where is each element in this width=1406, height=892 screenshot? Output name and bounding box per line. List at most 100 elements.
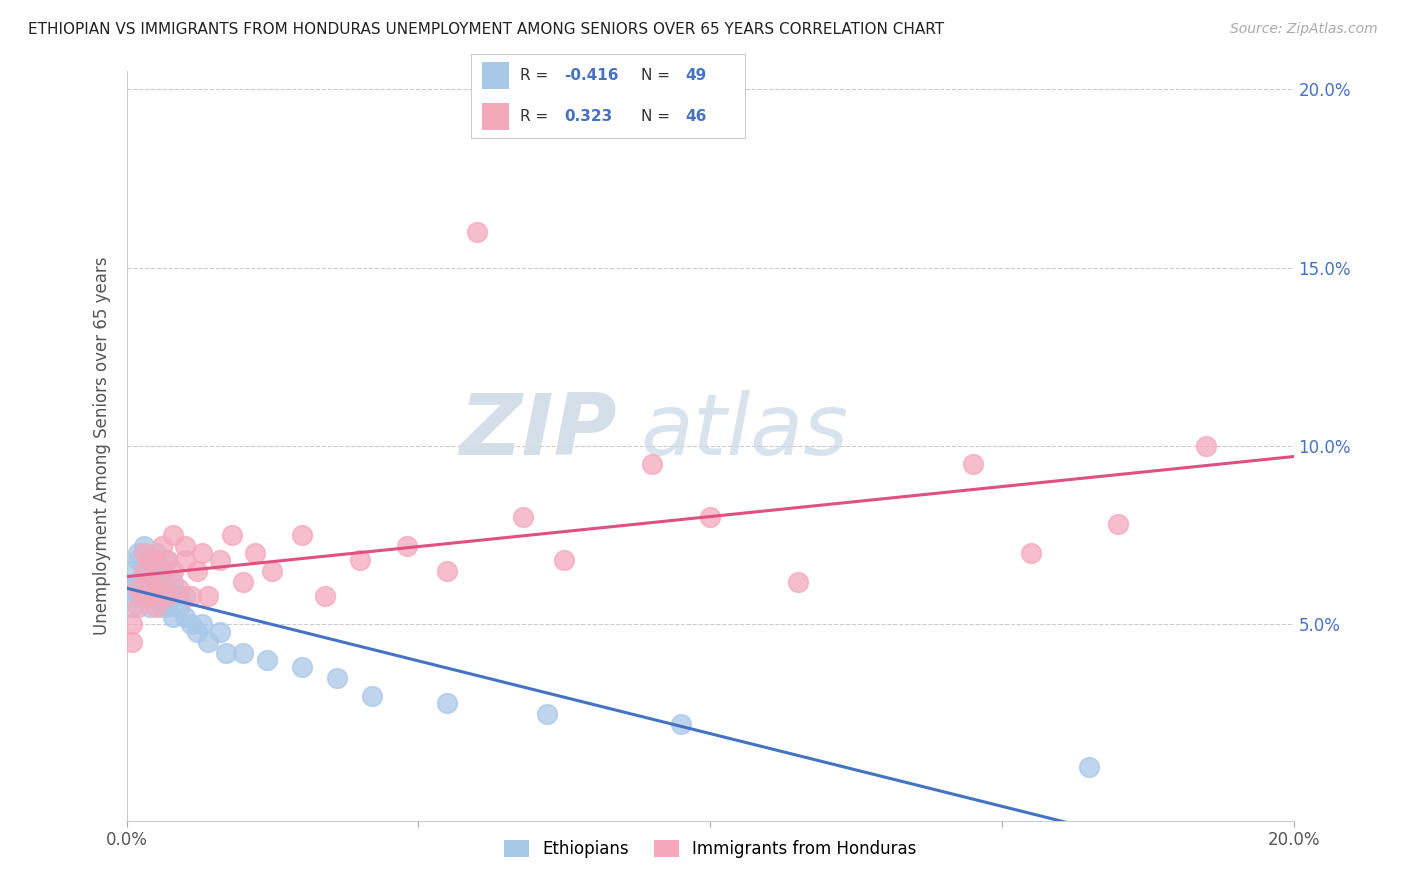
Point bbox=[162, 528, 184, 542]
Point bbox=[145, 564, 167, 578]
Point bbox=[191, 617, 214, 632]
Point bbox=[132, 589, 155, 603]
FancyBboxPatch shape bbox=[482, 103, 509, 130]
Point bbox=[145, 599, 167, 614]
Point bbox=[127, 574, 149, 589]
Text: R =: R = bbox=[520, 68, 554, 83]
Point bbox=[349, 553, 371, 567]
Text: N =: N = bbox=[641, 68, 675, 83]
Point bbox=[167, 589, 190, 603]
Point bbox=[162, 574, 184, 589]
Point bbox=[215, 646, 238, 660]
Point bbox=[174, 553, 197, 567]
Point bbox=[145, 546, 167, 560]
Point bbox=[186, 624, 208, 639]
Point bbox=[150, 539, 173, 553]
Point bbox=[139, 582, 162, 596]
Point bbox=[197, 589, 219, 603]
Point bbox=[139, 553, 162, 567]
Point bbox=[262, 564, 284, 578]
Point bbox=[465, 225, 488, 239]
Point bbox=[208, 553, 231, 567]
Point bbox=[186, 564, 208, 578]
Point bbox=[553, 553, 575, 567]
Point bbox=[962, 457, 984, 471]
Point bbox=[1078, 760, 1101, 774]
Point bbox=[145, 574, 167, 589]
Text: atlas: atlas bbox=[640, 390, 848, 473]
Point bbox=[156, 553, 179, 567]
Point bbox=[512, 510, 534, 524]
Point bbox=[121, 582, 143, 596]
Point bbox=[150, 574, 173, 589]
Point bbox=[167, 582, 190, 596]
Point bbox=[180, 617, 202, 632]
Point bbox=[132, 574, 155, 589]
Point bbox=[243, 546, 266, 560]
FancyBboxPatch shape bbox=[482, 62, 509, 89]
Text: 46: 46 bbox=[685, 109, 706, 124]
Point bbox=[150, 582, 173, 596]
Point bbox=[127, 553, 149, 567]
Point bbox=[121, 599, 143, 614]
Point bbox=[132, 539, 155, 553]
Point bbox=[174, 539, 197, 553]
Point bbox=[232, 646, 254, 660]
Point bbox=[139, 599, 162, 614]
Point bbox=[139, 589, 162, 603]
Point bbox=[290, 660, 312, 674]
Point bbox=[150, 564, 173, 578]
Legend: Ethiopians, Immigrants from Honduras: Ethiopians, Immigrants from Honduras bbox=[498, 833, 922, 864]
Point bbox=[121, 635, 143, 649]
Point bbox=[121, 564, 143, 578]
Point bbox=[669, 717, 692, 731]
Point bbox=[162, 610, 184, 624]
Text: 49: 49 bbox=[685, 68, 706, 83]
Point bbox=[197, 635, 219, 649]
Point bbox=[139, 564, 162, 578]
Point bbox=[145, 589, 167, 603]
Point bbox=[132, 564, 155, 578]
Point bbox=[1019, 546, 1042, 560]
Point bbox=[132, 546, 155, 560]
Point bbox=[132, 564, 155, 578]
Point bbox=[314, 589, 336, 603]
Point bbox=[162, 589, 184, 603]
Point bbox=[156, 553, 179, 567]
Point bbox=[221, 528, 243, 542]
Point bbox=[640, 457, 664, 471]
Point bbox=[167, 599, 190, 614]
Text: Source: ZipAtlas.com: Source: ZipAtlas.com bbox=[1230, 22, 1378, 37]
Point bbox=[139, 553, 162, 567]
Point bbox=[395, 539, 418, 553]
Point bbox=[156, 582, 179, 596]
Point bbox=[208, 624, 231, 639]
Point bbox=[156, 599, 179, 614]
Point bbox=[150, 599, 173, 614]
Point bbox=[127, 546, 149, 560]
Point bbox=[436, 564, 458, 578]
Point bbox=[132, 589, 155, 603]
Point bbox=[536, 706, 558, 721]
Point bbox=[127, 582, 149, 596]
Point bbox=[145, 553, 167, 567]
Point bbox=[156, 589, 179, 603]
Text: R =: R = bbox=[520, 109, 554, 124]
Point bbox=[786, 574, 808, 589]
Point bbox=[174, 610, 197, 624]
Y-axis label: Unemployment Among Seniors over 65 years: Unemployment Among Seniors over 65 years bbox=[93, 257, 111, 635]
Point bbox=[145, 582, 167, 596]
Point bbox=[127, 599, 149, 614]
Point bbox=[180, 589, 202, 603]
Text: ETHIOPIAN VS IMMIGRANTS FROM HONDURAS UNEMPLOYMENT AMONG SENIORS OVER 65 YEARS C: ETHIOPIAN VS IMMIGRANTS FROM HONDURAS UN… bbox=[28, 22, 945, 37]
Point bbox=[232, 574, 254, 589]
Text: 0.323: 0.323 bbox=[564, 109, 613, 124]
Text: N =: N = bbox=[641, 109, 675, 124]
Text: -0.416: -0.416 bbox=[564, 68, 619, 83]
Point bbox=[162, 564, 184, 578]
Point bbox=[1108, 517, 1130, 532]
Point bbox=[191, 546, 214, 560]
Point bbox=[127, 589, 149, 603]
Point bbox=[1195, 439, 1218, 453]
Text: ZIP: ZIP bbox=[458, 390, 617, 473]
